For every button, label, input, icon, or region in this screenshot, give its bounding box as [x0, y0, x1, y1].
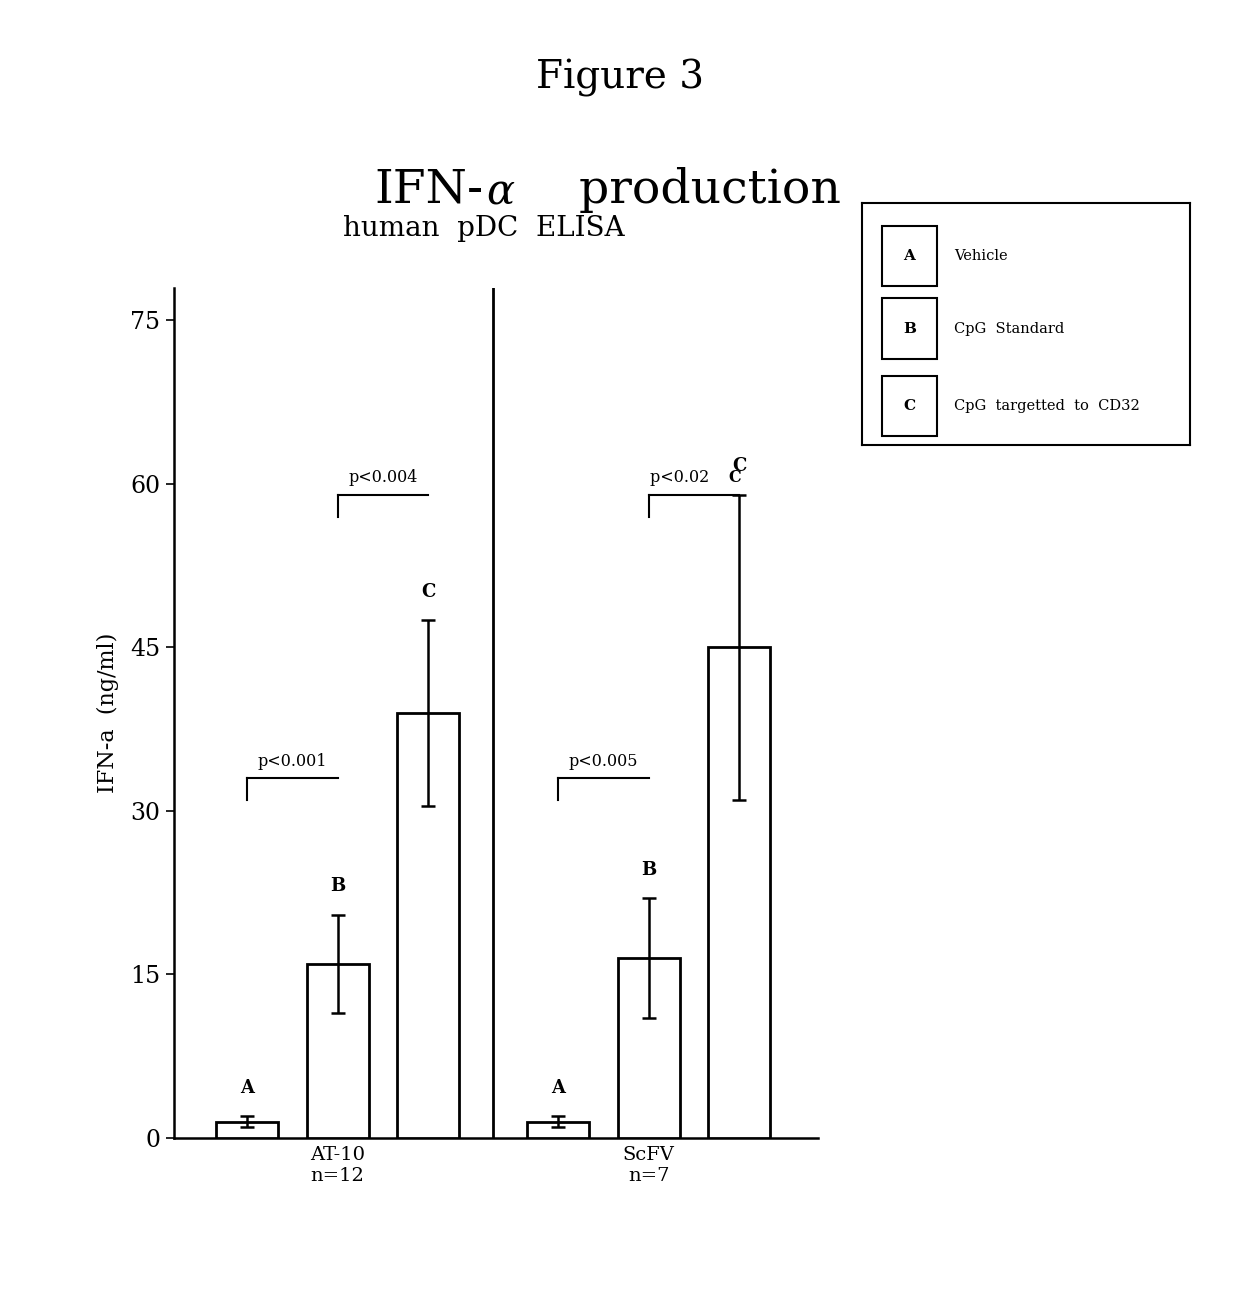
- Text: C: C: [420, 582, 435, 600]
- Text: production: production: [564, 166, 841, 213]
- Text: B: B: [330, 876, 345, 895]
- Text: B: B: [903, 322, 916, 336]
- Text: p<0.001: p<0.001: [258, 752, 327, 769]
- Text: A: A: [552, 1079, 565, 1096]
- Text: C: C: [728, 470, 740, 487]
- FancyBboxPatch shape: [882, 226, 937, 286]
- Bar: [708, 647, 770, 1138]
- Text: p<0.004: p<0.004: [348, 470, 418, 487]
- Text: p<0.02: p<0.02: [651, 470, 714, 487]
- Text: α: α: [486, 171, 515, 213]
- FancyBboxPatch shape: [882, 375, 937, 437]
- Text: C: C: [904, 399, 915, 413]
- Text: Vehicle: Vehicle: [954, 249, 1007, 263]
- Bar: [216, 1122, 278, 1138]
- Text: IFN-: IFN-: [374, 167, 484, 212]
- Bar: [618, 957, 680, 1138]
- Text: human  pDC  ELISA: human pDC ELISA: [342, 216, 625, 242]
- Text: A: A: [904, 249, 915, 263]
- Text: C: C: [732, 458, 746, 475]
- Text: CpG  Standard: CpG Standard: [954, 322, 1064, 336]
- FancyBboxPatch shape: [882, 298, 937, 358]
- Text: p<0.005: p<0.005: [569, 752, 639, 769]
- Bar: [306, 964, 368, 1138]
- Text: CpG  targetted  to  CD32: CpG targetted to CD32: [954, 399, 1140, 413]
- Text: Figure 3: Figure 3: [536, 59, 704, 97]
- Bar: [397, 713, 459, 1138]
- Y-axis label: IFN-a  (ng/ml): IFN-a (ng/ml): [97, 633, 119, 793]
- Text: A: A: [241, 1079, 254, 1096]
- Text: B: B: [641, 861, 656, 879]
- Bar: [527, 1122, 589, 1138]
